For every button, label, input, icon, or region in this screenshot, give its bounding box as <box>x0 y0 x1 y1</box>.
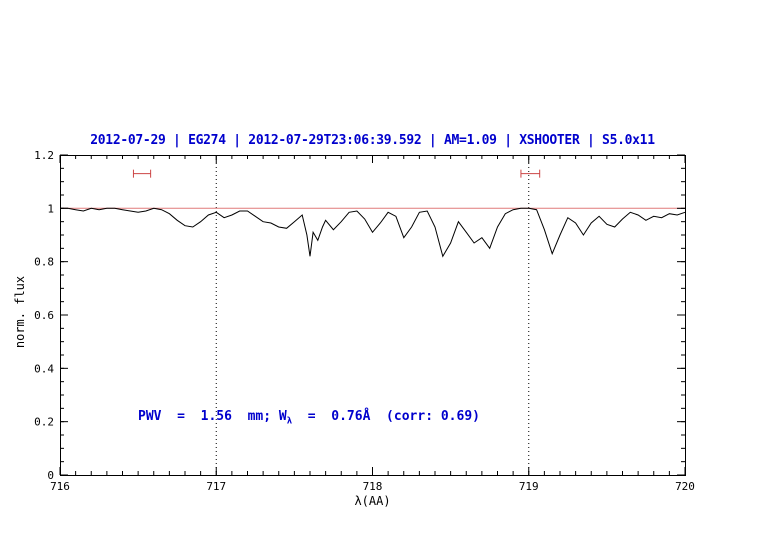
y-tick-label: 0.6 <box>34 309 54 322</box>
x-tick-label: 716 <box>50 480 70 493</box>
y-tick-label: 1 <box>47 202 54 215</box>
y-tick-label: 0.8 <box>34 256 54 269</box>
annotation-pre: PWV = 1.56 mm; W <box>138 409 287 424</box>
y-tick-label: 0.4 <box>34 362 54 375</box>
x-tick-label: 720 <box>675 480 695 493</box>
pwv-annotation: PWV = 1.56 mm; Wλ = 0.76Å (corr: 0.69) <box>138 409 480 427</box>
x-axis-label: λ(AA) <box>354 494 391 508</box>
spectrum-line <box>60 207 686 258</box>
x-tick-label: 718 <box>363 480 383 493</box>
annotation-lambda-subscript: λ <box>286 416 293 427</box>
y-tick-label: 0.2 <box>34 416 54 429</box>
plot-title: 2012-07-29 | EG274 | 2012-07-29T23:06:39… <box>90 133 655 148</box>
plot-frame <box>60 155 686 476</box>
x-tick-label: 717 <box>206 480 226 493</box>
annotation-post: = 0.76Å (corr: 0.69) <box>292 409 480 424</box>
y-tick-label: 1.2 <box>34 149 54 162</box>
y-axis-label: norm. flux <box>13 275 27 349</box>
x-tick-label: 719 <box>519 480 539 493</box>
y-tick-label: 0 <box>47 469 54 482</box>
